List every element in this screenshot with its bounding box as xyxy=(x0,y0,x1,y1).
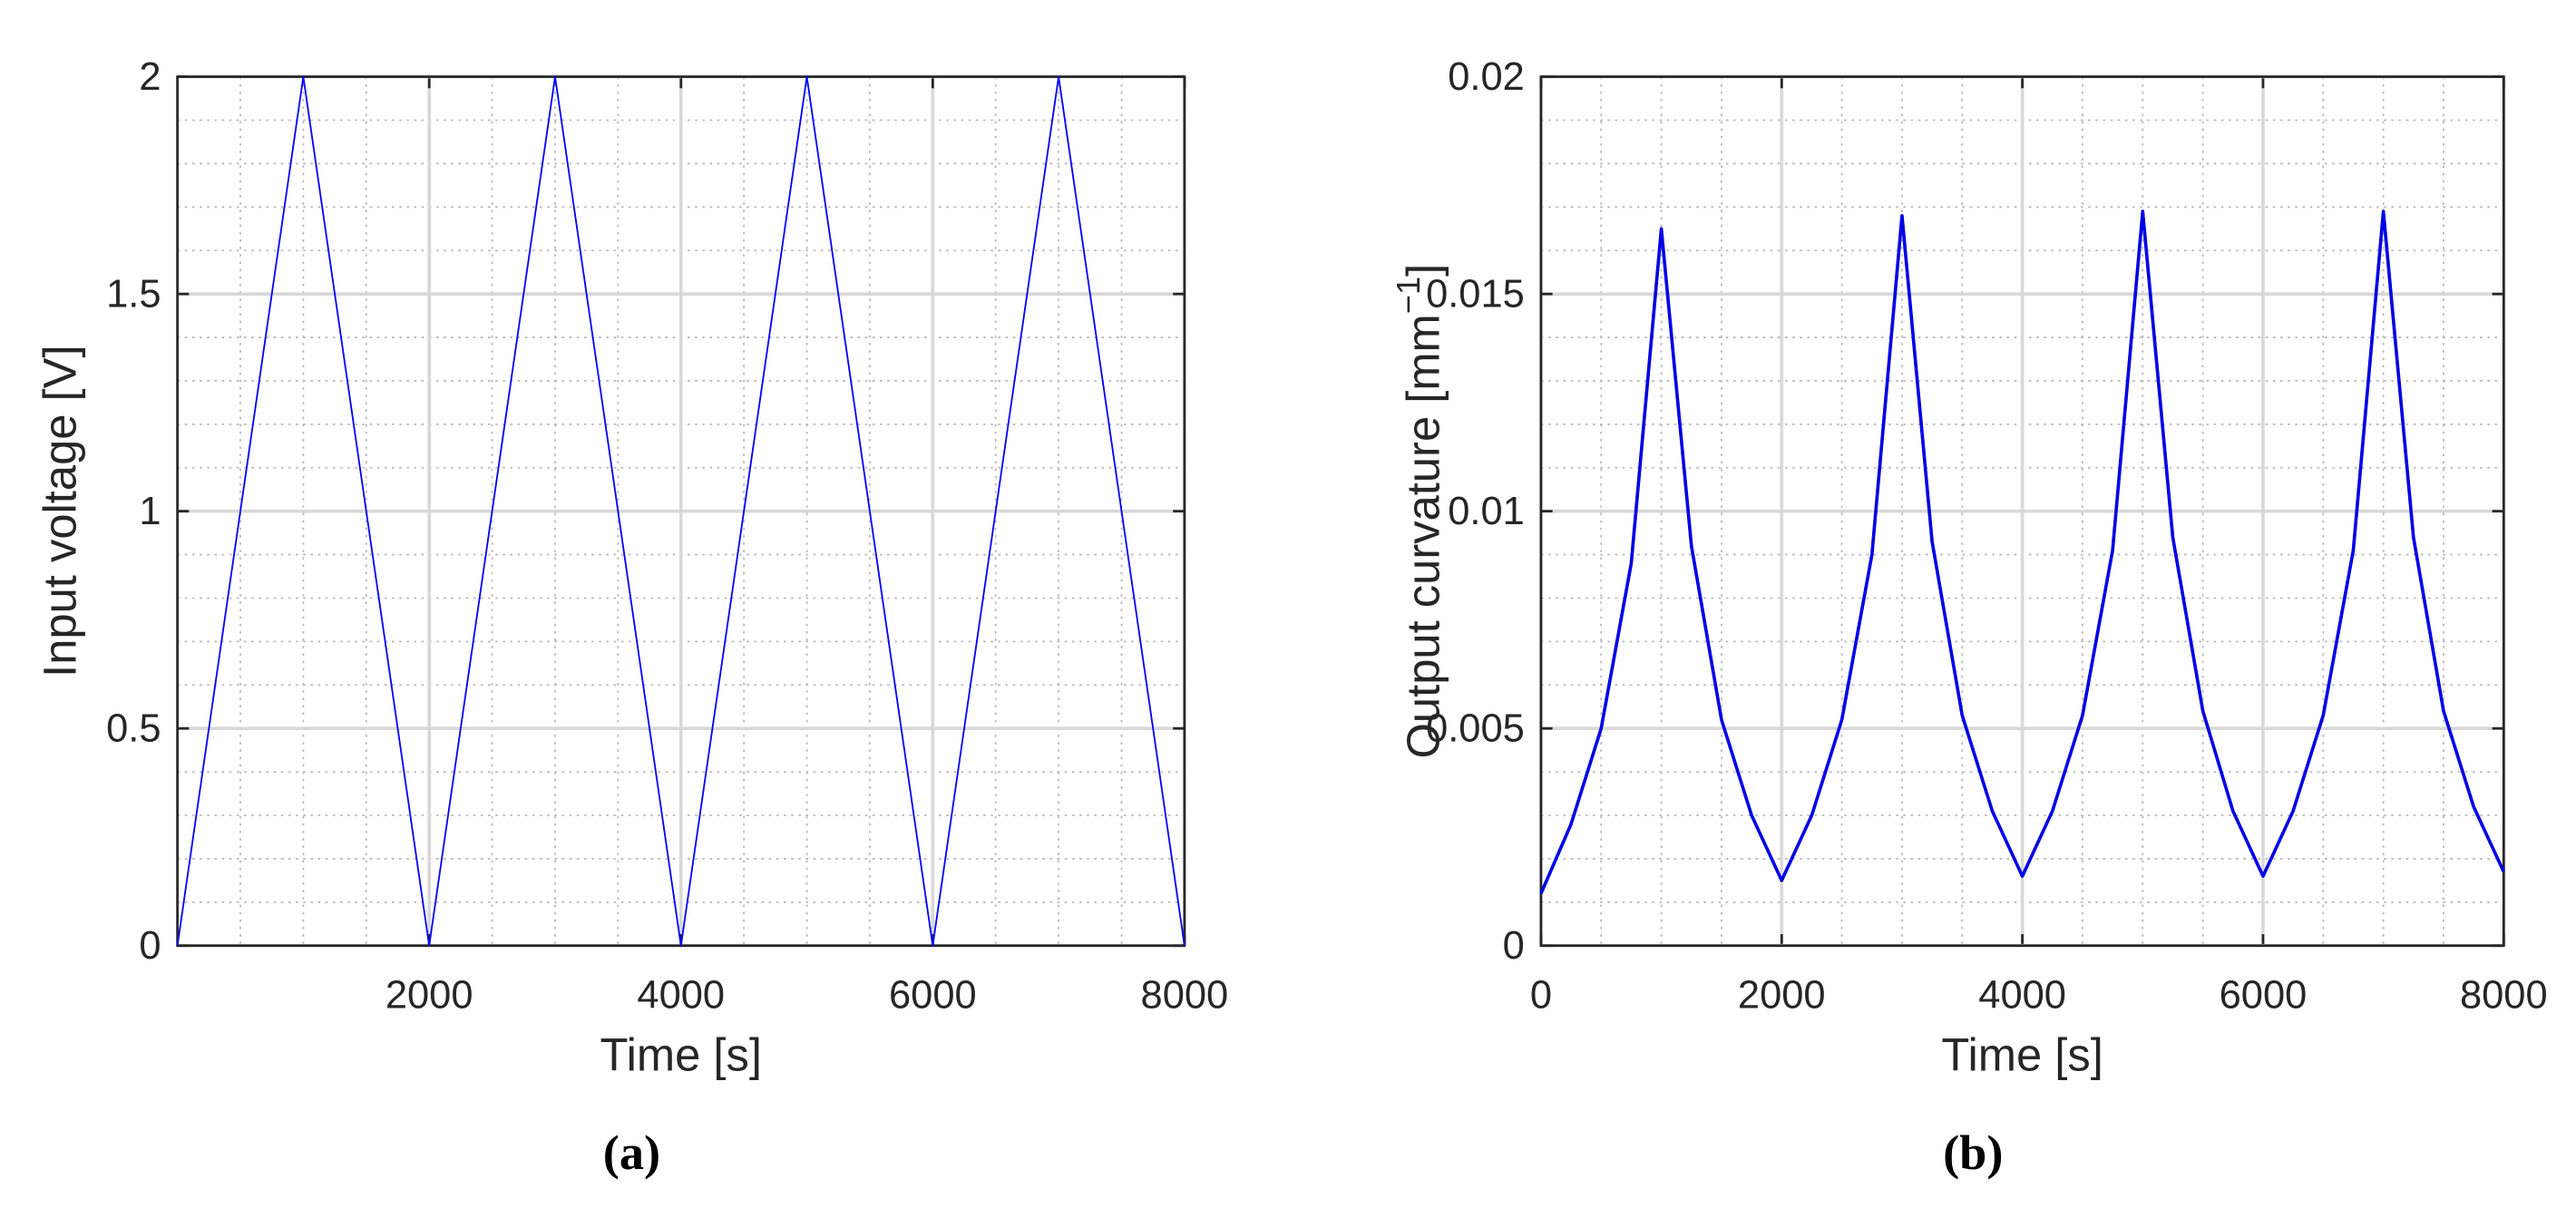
x-tick-label: 2000 xyxy=(1738,974,1826,1018)
panel-label: (a) xyxy=(603,1125,660,1180)
y-tick-label: 0.005 xyxy=(1426,707,1525,751)
plot: 0 2000 4000 6000 8000 0 0.005 0.01 0.015 0.02 Time… xyxy=(1390,55,2548,1180)
plot-frame xyxy=(1539,75,2505,948)
x-axis-label: Time [s] xyxy=(600,1028,762,1080)
x-tick-label: 2000 xyxy=(385,974,473,1018)
y-axis-label-sup: −1 xyxy=(1390,277,1427,314)
x-tick-label: 6000 xyxy=(2220,974,2308,1018)
y-tick-label: 0.02 xyxy=(1448,55,1525,99)
data-line xyxy=(1539,209,2505,894)
data-line xyxy=(176,75,1186,947)
y-axis-label: Input voltage [V] xyxy=(34,345,85,677)
y-axis-label-text: Input voltage [V] xyxy=(34,345,85,677)
x-tick-label: 6000 xyxy=(889,974,977,1018)
panel-label: (b) xyxy=(1943,1125,2003,1180)
y-tick-label: 1.5 xyxy=(106,273,161,317)
y-axis-label: Output curvature [mm−1] xyxy=(1390,264,1449,759)
y-axis-label-text: Output curvature [mm xyxy=(1398,314,1449,758)
y-tick-label: 1 xyxy=(139,490,161,533)
x-axis-label: Time [s] xyxy=(1941,1028,2103,1080)
y-tick-label: 2 xyxy=(139,55,161,99)
y-tick-label: 0.015 xyxy=(1426,273,1525,317)
y-axis-label-end: ] xyxy=(1398,264,1449,277)
plot: 2000 4000 6000 8000 0 0.5 1 1.5 2 Time [s] Input v… xyxy=(34,55,1228,1180)
y-tick-label: 0.5 xyxy=(106,707,161,751)
y-tick-label: 0 xyxy=(1503,924,1525,968)
x-tick-label: 8000 xyxy=(2460,974,2548,1018)
y-tick-label: 0.01 xyxy=(1448,490,1525,533)
x-tick-label: 0 xyxy=(1530,974,1552,1018)
y-tick-label: 0 xyxy=(139,924,161,968)
x-tick-label: 4000 xyxy=(1978,974,2066,1018)
x-tick-label: 4000 xyxy=(637,974,725,1018)
x-tick-label: 8000 xyxy=(1141,974,1229,1018)
